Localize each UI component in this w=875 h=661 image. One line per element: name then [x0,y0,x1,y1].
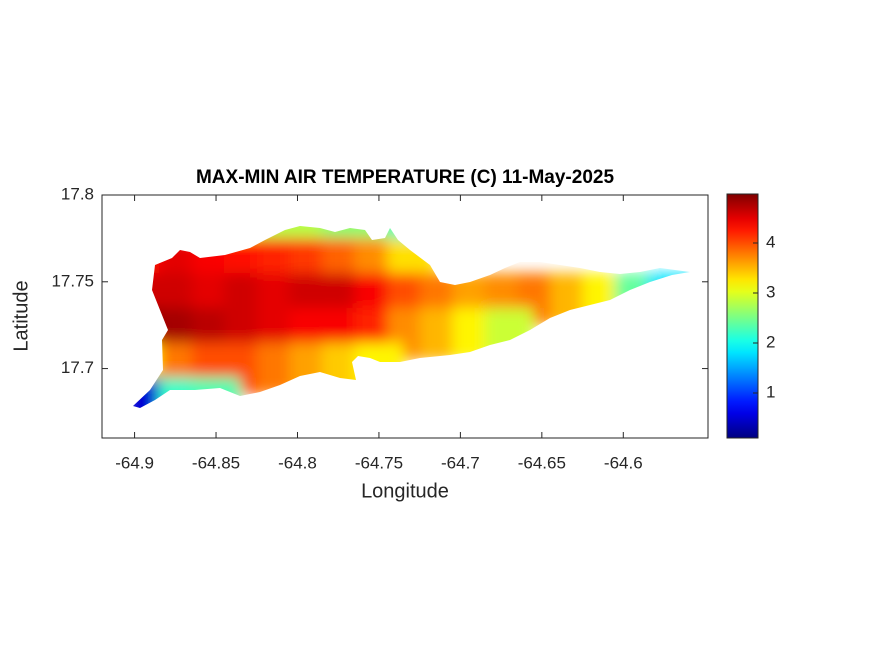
colorbar-tick-label: 1 [766,382,775,401]
colorbar [726,193,759,439]
x-tick-label: -64.8 [278,453,317,472]
colorbar-tick-label: 3 [766,282,775,301]
x-tick-label: -64.6 [604,453,643,472]
colorbar-tick-label: 2 [766,332,775,351]
y-tick-label: 17.8 [61,184,94,203]
y-tick-label: 17.7 [61,358,94,377]
colorbar-tick-label: 4 [766,232,775,251]
chart-title: MAX-MIN AIR TEMPERATURE (C) 11-May-2025 [196,167,614,188]
field [133,226,690,408]
y-axis-label: Latitude [10,280,32,351]
cells [133,226,690,408]
x-axis-label: Longitude [361,480,449,502]
x-tick-label: -64.7 [441,453,480,472]
axes-box [101,194,709,439]
x-tick-label: -64.9 [115,453,154,472]
x-tick-label: -64.75 [355,453,403,472]
y-tick-label: 17.75 [51,271,94,290]
x-tick-label: -64.65 [518,453,566,472]
x-tick-label: -64.85 [192,453,240,472]
